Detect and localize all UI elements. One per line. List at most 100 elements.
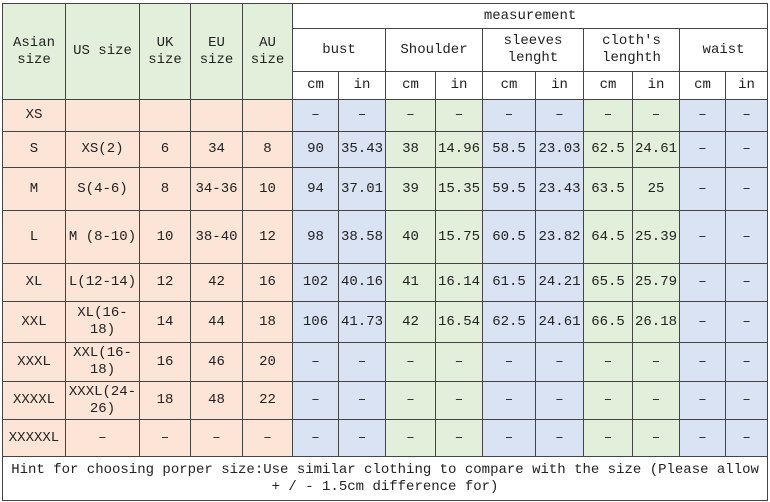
cell: in [338,71,386,100]
cell: – [679,419,726,457]
cell: 18 [242,301,293,343]
cell: cm [292,71,339,100]
cell: – [338,419,386,457]
cell: – [338,342,386,382]
cell: 8 [139,167,191,211]
cell: 16 [242,263,293,302]
data-row: XXXL XXL(16-18) 16 46 20– – – – – – – – – – [2,342,769,382]
cell: 18 [139,381,191,420]
cell: 22 [242,381,293,420]
cell: 10 [242,167,293,211]
cell: cm [583,71,633,100]
cell: – [632,419,680,457]
cell: S(4-6) [65,167,140,211]
cell: 48 [190,381,243,420]
cell: 16 [139,342,191,382]
cell: – [242,419,293,457]
cell: – [724,263,769,302]
cell: 37.01 [338,167,386,211]
cell: 15.75 [435,210,483,264]
cell: 102 [292,263,339,302]
cell: XXXL(24-26) [65,381,140,420]
cell: – [65,419,140,457]
cell: – [435,342,483,382]
cell: UK size [139,3,191,100]
data-row: XL L(12-14) 12 42 16 102 40.16 41 16.14 61.5 24.21… [2,263,769,302]
cell: 25.79 [632,263,680,302]
cell: – [535,419,584,457]
cell: sleeves lenght [482,28,584,72]
cell: – [338,99,386,132]
data-row: XXL XL(16-18) 14 44 18 106 41.73 42 16.54 62.5 24.… [2,301,769,343]
data-row: XS – – – – – – – – – – [2,99,769,132]
cell: S [2,131,66,168]
cell: 24.21 [535,263,584,302]
cell: in [435,71,483,100]
header-row: bust Shoulder sleeves lenght cloth's lenght… [3,28,769,72]
cell: – [724,131,769,168]
cell: 10 [139,210,191,264]
cell: Shoulder [385,28,483,72]
cell: 35.43 [338,131,386,168]
cell: XXXXL [2,381,66,420]
cell: – [535,342,584,382]
cell: EU size [190,3,243,100]
cell: in [535,71,584,100]
cell: XXXXXL [2,419,66,457]
cell: in [632,71,680,100]
cell: 64.5 [583,210,633,264]
cell: cm [385,71,436,100]
cell: AU size [242,3,293,100]
cell: XXL [2,301,66,343]
cell: XXXL [2,342,66,382]
cell: cm [679,71,726,100]
cell: – [535,381,584,420]
cell: 38.58 [338,210,386,264]
cell: – [482,381,536,420]
cell [242,99,293,132]
cell: – [292,381,339,420]
cell: M [2,167,66,211]
cell: – [679,381,726,420]
cell: 62.5 [482,301,536,343]
cell: – [482,99,536,132]
cell: 23.82 [535,210,584,264]
cell: 16.14 [435,263,483,302]
cell: 66.5 [583,301,633,343]
cell: – [435,99,483,132]
header-row: Asian size US size UK size EU size AU size me… [2,3,769,100]
cell: – [583,381,633,420]
cell: 25.39 [632,210,680,264]
cell: measurement [291,3,769,29]
cell: – [583,342,633,382]
cell: XL(16-18) [65,301,140,343]
cell: 38 [385,131,436,168]
cell: – [385,419,436,457]
size-table: Asian size US size UK size EU size AU size me… [1,3,769,501]
cell: – [632,381,680,420]
cell: – [679,210,726,264]
cell: 12 [139,263,191,302]
cell: 23.03 [535,131,584,168]
cell: 25 [632,167,680,211]
cell: US size [65,3,140,100]
data-row: M S(4-6) 8 34-36 10 94 37.01 39 15.35 59.5 23.43 63… [2,167,769,211]
cell: 41.73 [338,301,386,343]
cell: – [482,342,536,382]
cell: 24.61 [632,131,680,168]
cell: 62.5 [583,131,633,168]
cell: 59.5 [482,167,536,211]
cell: – [385,381,436,420]
cell: 65.5 [583,263,633,302]
cell: 15.35 [435,167,483,211]
cell: M (8-10) [65,210,140,264]
cell: XL [2,263,66,302]
cell: 24.61 [535,301,584,343]
cell: 26.18 [632,301,680,343]
data-row: XXXXXL – – – – – – – – – – – – – – [2,419,769,457]
cell: 60.5 [482,210,536,264]
hint-row: Hint for choosing porper size:Use simila… [1,456,769,501]
cell: 58.5 [482,131,536,168]
cell: – [482,419,536,457]
cell: – [632,99,680,132]
